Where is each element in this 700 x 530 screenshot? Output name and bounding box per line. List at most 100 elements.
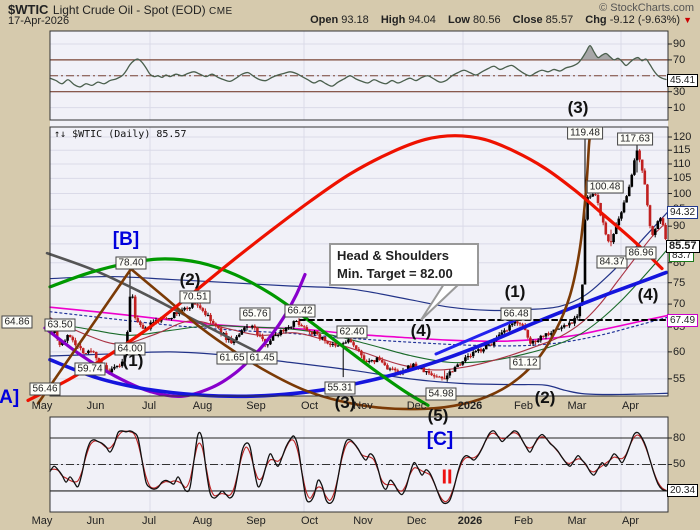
- candle-body: [334, 343, 337, 346]
- candle-body: [87, 350, 90, 354]
- candle-body: [131, 296, 134, 298]
- candle-body: [284, 327, 288, 332]
- candle-body: [81, 348, 85, 354]
- candle-body: [196, 304, 199, 306]
- candle-body: [443, 378, 446, 380]
- candle-body: [120, 361, 124, 367]
- candle-toggle-icon: ↑↓: [54, 129, 67, 140]
- candle-body: [183, 307, 186, 310]
- candle-body: [490, 344, 493, 346]
- candle-body: [513, 321, 517, 324]
- candle-body: [557, 328, 561, 330]
- candle-body: [414, 363, 418, 368]
- candle-body: [71, 337, 75, 341]
- candle-body: [664, 224, 667, 240]
- candle-body: [648, 205, 652, 227]
- candle-body: [477, 349, 480, 351]
- candle-body: [302, 326, 306, 328]
- candle-body: [292, 321, 296, 327]
- candle-body: [625, 196, 628, 203]
- candle-body: [544, 333, 548, 337]
- candle-body: [547, 333, 550, 335]
- stoch-k-line: [49, 430, 667, 505]
- candle-body: [97, 358, 101, 361]
- candle-body: [653, 229, 657, 235]
- candle-body: [279, 330, 283, 335]
- candle-body: [464, 357, 467, 362]
- candle-body: [269, 340, 272, 345]
- candle-body: [570, 322, 574, 324]
- low-value: 80.56: [473, 14, 501, 26]
- upper-band-value-box: 94.32: [667, 206, 699, 219]
- red-cycle-arc: [26, 134, 664, 403]
- candle-body: [604, 222, 608, 235]
- candle-body: [315, 331, 319, 335]
- exchange-label: CME: [208, 6, 233, 17]
- candle-body: [565, 325, 569, 327]
- candle-body: [510, 323, 514, 326]
- candle-body: [591, 194, 595, 197]
- candle-body: [245, 326, 249, 328]
- candle-body: [344, 342, 348, 344]
- candle-body: [352, 342, 355, 346]
- head-and-shoulders-callout: Head & Shoulders Min. Target = 82.00: [329, 243, 479, 286]
- candle-body: [526, 330, 530, 338]
- candle-body: [165, 318, 168, 320]
- candle-body: [123, 353, 127, 362]
- candle-body: [175, 312, 179, 315]
- candle-body: [198, 305, 202, 309]
- candle-body: [448, 371, 452, 376]
- candle-body: [188, 307, 192, 309]
- candle-body: [542, 335, 545, 337]
- candle-body: [391, 368, 394, 370]
- panel-bg-1: [50, 120, 668, 127]
- candle-body: [204, 310, 207, 315]
- candle-body: [635, 150, 639, 161]
- candle-body: [425, 371, 428, 373]
- candle-body: [646, 184, 649, 206]
- candle-body: [141, 324, 145, 329]
- candle-body: [601, 215, 605, 223]
- candle-body: [640, 159, 644, 171]
- candle-body: [341, 343, 345, 345]
- candle-body: [237, 334, 241, 337]
- candle-body: [578, 305, 582, 317]
- candle-body: [453, 367, 457, 372]
- candle-body: [58, 338, 62, 345]
- candle-body: [357, 348, 361, 351]
- candle-body: [326, 341, 329, 344]
- rsi-line: [49, 44, 667, 88]
- dark-green-ma: [49, 248, 669, 364]
- open-value: 93.18: [341, 14, 369, 26]
- candle-body: [500, 332, 504, 335]
- candle-body: [321, 336, 324, 339]
- candle-body: [583, 219, 587, 285]
- chg-label: Chg: [585, 14, 607, 26]
- candle-body: [378, 357, 381, 360]
- candle-body: [596, 194, 600, 203]
- candle-body: [594, 194, 597, 196]
- candle-body: [380, 359, 384, 363]
- ohlc-quote-bar: Open 93.18 High 94.04 Low 80.56 Close 85…: [301, 14, 692, 26]
- chg-value: -9.12 (-9.63%): [609, 14, 681, 26]
- candle-body: [643, 170, 647, 185]
- high-label: High: [380, 14, 406, 26]
- candle-body: [622, 202, 626, 213]
- candle-body: [323, 336, 327, 342]
- candle-body: [172, 312, 176, 319]
- high-value: 94.04: [408, 14, 436, 26]
- candle-body: [219, 328, 223, 335]
- candle-body: [240, 330, 244, 335]
- candle-body: [620, 212, 623, 219]
- candle-body: [575, 316, 579, 318]
- candle-body: [253, 325, 257, 328]
- candle-body: [581, 284, 584, 306]
- candle-body: [295, 320, 298, 322]
- candle-body: [347, 339, 350, 343]
- candle-body: [412, 363, 415, 368]
- magenta-ma: [49, 306, 669, 343]
- candle-body: [536, 340, 540, 342]
- candle-body: [136, 318, 140, 323]
- candle-body: [482, 349, 485, 352]
- candle-body: [354, 345, 358, 349]
